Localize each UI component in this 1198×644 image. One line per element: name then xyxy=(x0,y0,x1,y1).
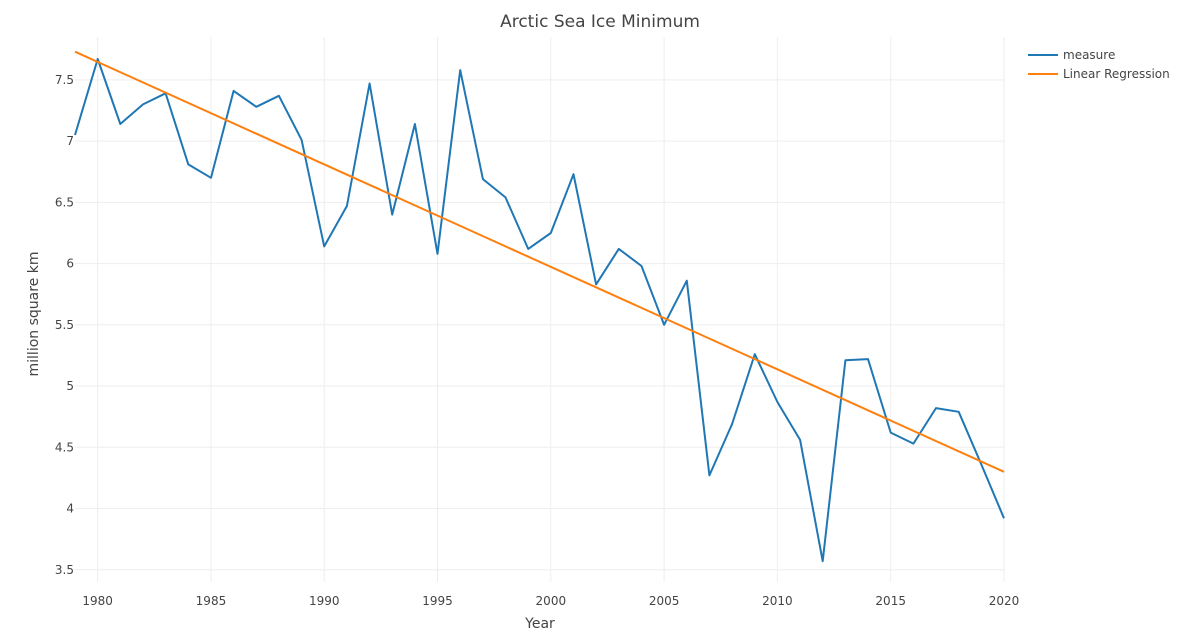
y-tick-label: 5 xyxy=(66,379,74,393)
grid-layer xyxy=(75,37,1005,582)
legend-item-linear-regression[interactable]: Linear Regression xyxy=(1028,67,1170,81)
tick-layer: 1980 1985 1990 1995 2000 2005 2010 2015 2020 3.5 4… xyxy=(55,73,1019,608)
y-tick-label: 6 xyxy=(66,257,74,271)
x-tick-label: 1990 xyxy=(309,594,340,608)
y-tick-label: 4 xyxy=(66,502,74,516)
y-tick-label: 4.5 xyxy=(55,440,74,454)
y-tick-label: 7.5 xyxy=(55,73,74,87)
chart-title: Arctic Sea Ice Minimum xyxy=(500,12,700,32)
x-tick-label: 2015 xyxy=(875,594,906,608)
x-axis-title: Year xyxy=(524,616,555,632)
x-tick-label: 1985 xyxy=(196,594,227,608)
series-layer xyxy=(74,50,1005,563)
y-tick-label: 3.5 xyxy=(55,563,74,577)
legend-label-linear-regression: Linear Regression xyxy=(1063,67,1170,81)
y-axis-title: million square km xyxy=(26,252,42,377)
legend[interactable]: measure Linear Regression xyxy=(1028,48,1170,81)
x-tick-label: 2000 xyxy=(536,594,567,608)
series-line-linear-regression[interactable] xyxy=(74,50,1005,473)
y-tick-label: 5.5 xyxy=(55,318,74,332)
x-tick-label: 1980 xyxy=(82,594,113,608)
y-tick-label: 6.5 xyxy=(55,195,74,209)
x-tick-label: 1995 xyxy=(422,594,453,608)
legend-label-measure: measure xyxy=(1063,48,1115,62)
x-tick-label: 2010 xyxy=(762,594,793,608)
series-line-measure[interactable] xyxy=(74,58,1005,563)
x-tick-label: 2020 xyxy=(989,594,1020,608)
y-tick-label: 7 xyxy=(66,134,74,148)
x-tick-label: 2005 xyxy=(649,594,680,608)
legend-item-measure[interactable]: measure xyxy=(1028,48,1115,62)
